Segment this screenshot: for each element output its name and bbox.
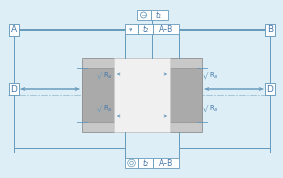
Bar	[153, 158, 179, 168]
Bar	[138, 158, 153, 168]
Text: B: B	[267, 25, 273, 35]
Text: D: D	[267, 85, 273, 93]
Bar	[82, 58, 202, 132]
Text: R$_a$: R$_a$	[103, 104, 113, 114]
Bar	[125, 158, 138, 168]
Text: R$_a$: R$_a$	[103, 71, 113, 81]
Bar	[170, 68, 202, 122]
Bar	[114, 58, 170, 132]
Text: D: D	[10, 85, 18, 93]
Bar	[136, 10, 151, 20]
Text: R$_a$: R$_a$	[209, 71, 219, 81]
Bar	[151, 10, 168, 20]
Bar	[153, 24, 179, 34]
Bar	[138, 24, 153, 34]
Text: t₂: t₂	[143, 25, 149, 33]
Text: t₂: t₂	[143, 158, 149, 167]
Text: t₁: t₁	[156, 11, 162, 20]
Bar	[125, 24, 138, 34]
Text: A–B: A–B	[159, 158, 173, 167]
Text: √: √	[202, 72, 208, 80]
Text: √: √	[202, 104, 208, 114]
Text: R$_a$: R$_a$	[209, 104, 219, 114]
Text: √: √	[96, 72, 102, 80]
Text: A–B: A–B	[159, 25, 173, 33]
Text: A: A	[11, 25, 17, 35]
Bar	[82, 68, 114, 122]
Text: √: √	[96, 104, 102, 114]
